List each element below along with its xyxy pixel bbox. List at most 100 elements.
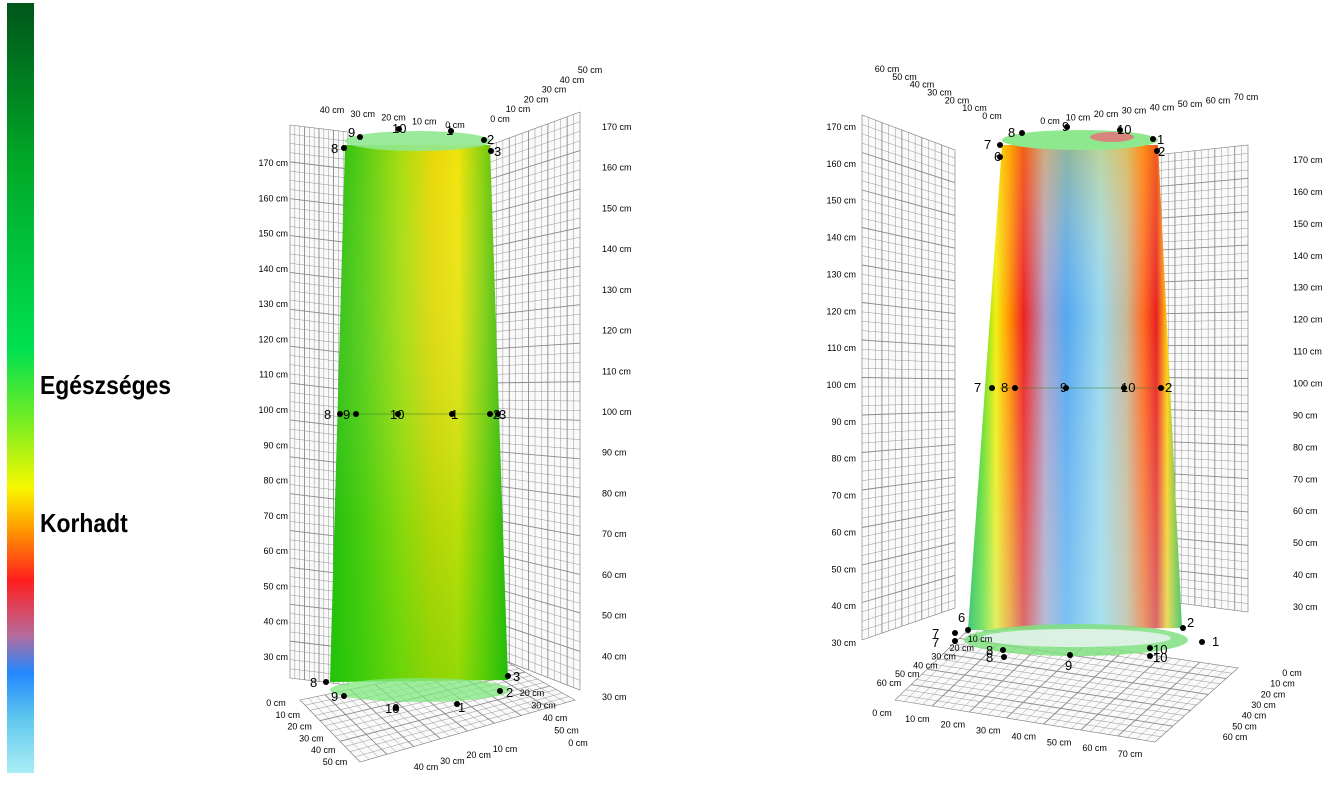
right-top-tick-b: 10 cm xyxy=(1066,113,1091,123)
right-sensor-point-1-label: 9 xyxy=(1062,119,1069,134)
right-top-tick-b: 30 cm xyxy=(1122,106,1147,116)
right-height-tick-right: 60 cm xyxy=(1293,506,1318,516)
right-sensor-point-6-label: 6 xyxy=(994,149,1001,164)
left-floor-tick-left: 40 cm xyxy=(311,745,336,755)
left-height-tick-right: 150 cm xyxy=(602,203,632,213)
right-top-tick-a: 30 cm xyxy=(927,88,952,98)
right-height-tick-right: 150 cm xyxy=(1293,219,1323,229)
right-sensor-point-20-marker xyxy=(1180,625,1186,631)
left-height-tick-right: 140 cm xyxy=(602,244,632,254)
right-sensor-point-12-label: 6 xyxy=(958,610,965,625)
right-sensor-point-3-marker xyxy=(1150,136,1156,142)
left-sensor-point-12-label: 8 xyxy=(310,675,317,690)
right-sensor-point-5-marker xyxy=(997,142,1003,148)
right-top-tick-a: 10 cm xyxy=(962,103,987,113)
right-height-tick-right: 40 cm xyxy=(1293,570,1318,580)
right-top-tick-b: 70 cm xyxy=(1234,92,1259,102)
left-top-tick-b: 10 cm xyxy=(506,104,531,114)
right-top-tick-a: 0 cm xyxy=(982,111,1002,121)
left-side-grid-lines xyxy=(489,114,581,688)
right-top-tick-a: 50 cm xyxy=(892,72,917,82)
left-height-tick-left: 150 cm xyxy=(258,229,288,239)
right-sensor-point-18-marker xyxy=(1147,645,1153,651)
right-top-tick-b: 50 cm xyxy=(1178,99,1203,109)
right-sensor-point-20-label: 2 xyxy=(1187,615,1194,630)
right-sensor-point-9-marker xyxy=(1063,385,1069,391)
right-sensor-point-19-label: 10 xyxy=(1153,650,1167,665)
right-height-tick-right: 50 cm xyxy=(1293,538,1318,548)
left-floor-tick-bottom: 30 cm xyxy=(440,756,465,766)
left-sensor-point-9-marker xyxy=(449,411,455,417)
left-sensor-point-14-marker xyxy=(393,705,399,711)
right-sensor-point-7-marker xyxy=(989,385,995,391)
left-floor-tick-left: 10 cm xyxy=(276,710,301,720)
right-sensor-point-19-marker xyxy=(1147,653,1153,659)
right-sensor-point-16-marker xyxy=(1001,654,1007,660)
right-sensor-point-0-marker xyxy=(1019,130,1025,136)
left-sensor-point-6-marker xyxy=(337,411,343,417)
left-sensor-point-15-label: 1 xyxy=(458,700,465,715)
right-top-tick-a: 20 cm xyxy=(945,95,970,105)
right-trunk-model xyxy=(861,114,1249,743)
right-height-tick-left: 110 cm xyxy=(827,343,856,353)
right-floor-tick-bottom: 20 cm xyxy=(941,720,966,730)
left-trunk-top xyxy=(345,131,491,151)
right-trunk-top-decay xyxy=(1090,132,1134,142)
right-sensor-point-15-marker xyxy=(1000,647,1006,653)
right-sensor-point-14-label: 7 xyxy=(932,635,939,650)
right-sensor-point-4-marker xyxy=(1154,148,1160,154)
left-top-tick-a: 30 cm xyxy=(350,109,375,119)
right-floor-tick-left: 20 cm xyxy=(950,643,975,653)
right-floor-tick-left: 30 cm xyxy=(931,652,956,662)
right-height-tick-right: 140 cm xyxy=(1293,251,1323,261)
left-floor-tick-right: 0 cm xyxy=(568,738,588,748)
right-floor-tick-right: 50 cm xyxy=(1232,721,1257,731)
left-height-tick-right: 130 cm xyxy=(602,285,632,295)
right-sensor-point-3-label: 1 xyxy=(1157,132,1164,147)
right-top-tick-b: 0 cm xyxy=(1040,116,1060,126)
left-sensor-point-12-marker xyxy=(323,679,329,685)
left-top-tick-b: 40 cm xyxy=(560,75,585,85)
right-top-tick-a: 40 cm xyxy=(910,80,935,90)
left-sensor-point-16-label: 3 xyxy=(513,669,520,684)
right-sensor-point-6-marker xyxy=(997,154,1003,160)
right-sensor-point-1-marker xyxy=(1064,124,1070,130)
left-sensor-point-17-label: 2 xyxy=(506,685,513,700)
right-height-tick-left: 60 cm xyxy=(831,527,856,537)
right-height-tick-left: 100 cm xyxy=(826,380,856,390)
left-height-tick-right: 80 cm xyxy=(602,488,627,498)
left-height-tick-left: 50 cm xyxy=(263,581,288,591)
left-height-tick-left: 100 cm xyxy=(258,405,288,415)
left-height-tick-left: 30 cm xyxy=(263,652,288,662)
left-height-tick-left: 120 cm xyxy=(258,334,288,344)
left-sensor-point-1-label: 10 xyxy=(392,121,406,136)
left-trunk-shade xyxy=(330,145,508,682)
right-top-tick-a: 60 cm xyxy=(875,64,900,74)
right-floor-tick-bottom: 30 cm xyxy=(976,726,1001,736)
left-floor-tick-right: 30 cm xyxy=(531,701,556,711)
right-floor-tick-bottom: 10 cm xyxy=(905,714,930,724)
legend-label-decayed: Korhadt xyxy=(40,508,128,538)
left-sensor-point-11-marker xyxy=(495,411,501,417)
right-floor-tick-bottom: 60 cm xyxy=(1082,743,1107,753)
left-height-tick-right: 60 cm xyxy=(602,570,627,580)
left-sensor-point-13-marker xyxy=(341,693,347,699)
right-sensor-point-21-marker xyxy=(1199,639,1205,645)
left-height-tick-left: 110 cm xyxy=(259,370,288,380)
left-sensor-point-10-marker xyxy=(487,411,493,417)
left-sensor-point-3-marker xyxy=(481,137,487,143)
left-floor-tick-right: 50 cm xyxy=(554,726,579,736)
right-height-tick-right: 120 cm xyxy=(1293,315,1323,325)
left-sensor-point-1-marker xyxy=(396,126,402,132)
left-sensor-point-4-label: 3 xyxy=(494,144,501,159)
right-floor-tick-right: 60 cm xyxy=(1223,732,1248,742)
right-floor-tick-right: 20 cm xyxy=(1261,689,1286,699)
right-top-tick-b: 60 cm xyxy=(1206,95,1231,105)
right-height-tick-right: 70 cm xyxy=(1293,474,1318,484)
right-height-tick-left: 90 cm xyxy=(831,417,856,427)
right-floor-tick-left: 40 cm xyxy=(913,660,938,670)
right-height-tick-right: 160 cm xyxy=(1293,187,1323,197)
left-height-tick-right: 30 cm xyxy=(602,692,627,702)
right-height-tick-right: 100 cm xyxy=(1293,379,1323,389)
right-height-tick-right: 30 cm xyxy=(1293,602,1318,612)
